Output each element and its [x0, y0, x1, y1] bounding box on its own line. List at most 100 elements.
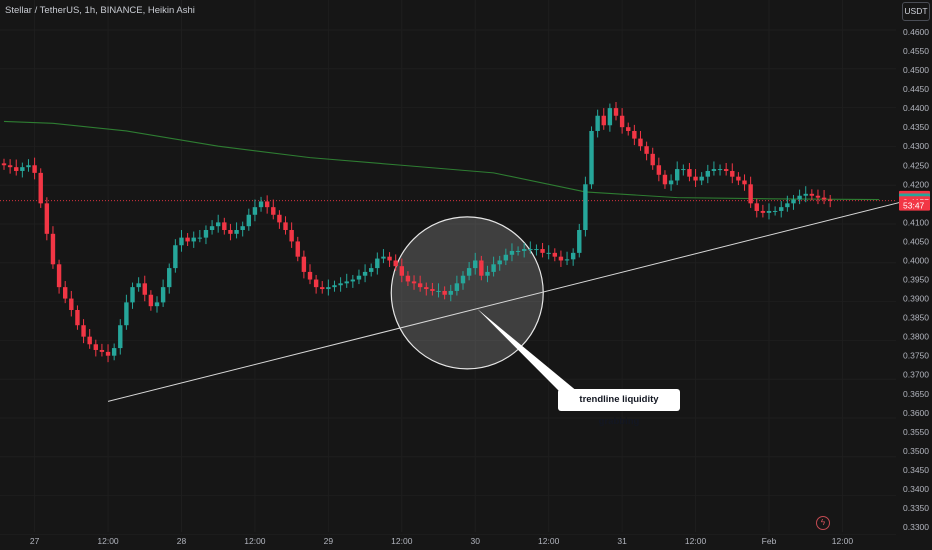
candle-body — [791, 199, 796, 204]
time-tick-label: 30 — [471, 536, 481, 546]
candle-body — [246, 214, 251, 227]
candle-body — [528, 249, 533, 251]
candle-body — [313, 279, 319, 288]
candle-body — [124, 302, 129, 326]
candle-body — [497, 260, 502, 265]
candle-body — [828, 199, 833, 201]
trendline — [107, 200, 904, 402]
candle-body — [222, 222, 227, 231]
candle-body — [454, 283, 460, 291]
candle-body — [295, 241, 300, 257]
price-tick-label: 0.4300 — [903, 141, 929, 151]
time-tick-label: 12:00 — [244, 536, 266, 546]
candle-body — [821, 197, 827, 200]
candle-body — [607, 108, 613, 126]
candle-body — [485, 271, 490, 276]
candle-body — [93, 344, 98, 350]
candle-body — [399, 266, 404, 276]
candle-body — [479, 260, 484, 276]
candle-body — [442, 290, 447, 295]
chart-title: Stellar / TetherUS, 1h, BINANCE, Heikin … — [5, 5, 195, 16]
candle-body — [436, 290, 441, 292]
price-tick-label: 0.4050 — [903, 236, 929, 246]
candle-body — [387, 256, 392, 261]
price-tick-label: 0.3650 — [903, 389, 929, 399]
candle-body — [356, 275, 362, 280]
callout-pointer — [477, 308, 578, 392]
candle-body — [50, 233, 56, 265]
candle-body — [662, 174, 668, 185]
candle-body — [809, 193, 815, 196]
candle-body — [118, 325, 123, 349]
candle-body — [381, 256, 386, 259]
time-tick-label: 28 — [177, 536, 187, 546]
candle-body — [430, 289, 435, 291]
candle-body — [264, 201, 270, 208]
candle-body — [815, 195, 821, 198]
candle-body — [595, 115, 600, 131]
candle-body — [803, 193, 808, 196]
candle-body — [105, 351, 111, 356]
candle-body — [613, 108, 619, 116]
currency-button[interactable]: USDT — [902, 2, 930, 21]
candle-body — [705, 170, 710, 177]
candle-body — [473, 260, 478, 269]
price-axis: 0.4600 0.4550 0.4500 0.4450 0.4400 0.4350 0.43… — [903, 27, 929, 532]
candle-body — [779, 207, 784, 211]
candle-body — [509, 250, 515, 255]
candle-body — [271, 207, 276, 215]
candle-body — [14, 167, 19, 171]
candle-body — [173, 245, 178, 269]
candle-body — [240, 226, 245, 231]
price-tick-label: 0.4200 — [903, 179, 929, 189]
flash-icon[interactable]: ϟ — [816, 516, 830, 530]
candle-body — [179, 237, 184, 246]
candle-body — [644, 146, 649, 154]
candle-body — [209, 226, 215, 231]
candle-body — [503, 254, 509, 261]
candle-body — [111, 348, 117, 356]
candle-body — [546, 252, 551, 254]
price-tick-label: 0.3550 — [903, 427, 929, 437]
candle-body — [656, 165, 662, 175]
candle-body — [136, 283, 141, 288]
candle-body — [56, 264, 62, 288]
candle-body — [326, 287, 331, 290]
candle-body — [797, 195, 802, 200]
price-tick-label: 0.4550 — [903, 46, 929, 56]
candle-body — [148, 294, 154, 307]
candle-body — [534, 249, 539, 251]
candle-body — [491, 264, 496, 272]
price-tick-label: 0.3900 — [903, 294, 929, 304]
price-tick-label: 0.4600 — [903, 27, 929, 37]
candle-body — [668, 180, 674, 185]
candle-body — [742, 180, 747, 185]
grid — [0, 0, 896, 534]
candle-body — [350, 279, 356, 282]
candle-body — [75, 309, 80, 326]
candle-body — [693, 176, 698, 181]
candle-body — [460, 275, 466, 284]
candle-body — [601, 115, 606, 126]
candle-body — [375, 258, 380, 269]
price-tick-label: 0.4350 — [903, 122, 929, 132]
price-tick-label: 0.3600 — [903, 408, 929, 418]
candle-body — [717, 169, 723, 171]
candle-body — [20, 167, 25, 171]
price-tick-label: 0.3450 — [903, 465, 929, 475]
candle-body — [766, 210, 772, 213]
candle-body — [687, 169, 692, 177]
candle-body — [258, 201, 264, 208]
candle-body — [417, 283, 423, 288]
candle-body — [301, 256, 307, 272]
price-tag-label: 53:47 — [903, 201, 925, 211]
candle-body — [99, 349, 105, 352]
candle-body — [1, 163, 7, 166]
candle-body — [369, 268, 374, 272]
candle-body — [583, 184, 588, 231]
candle-body — [681, 169, 686, 171]
candle-body — [289, 230, 294, 242]
candle-body — [564, 259, 570, 261]
candle-body — [448, 290, 453, 295]
